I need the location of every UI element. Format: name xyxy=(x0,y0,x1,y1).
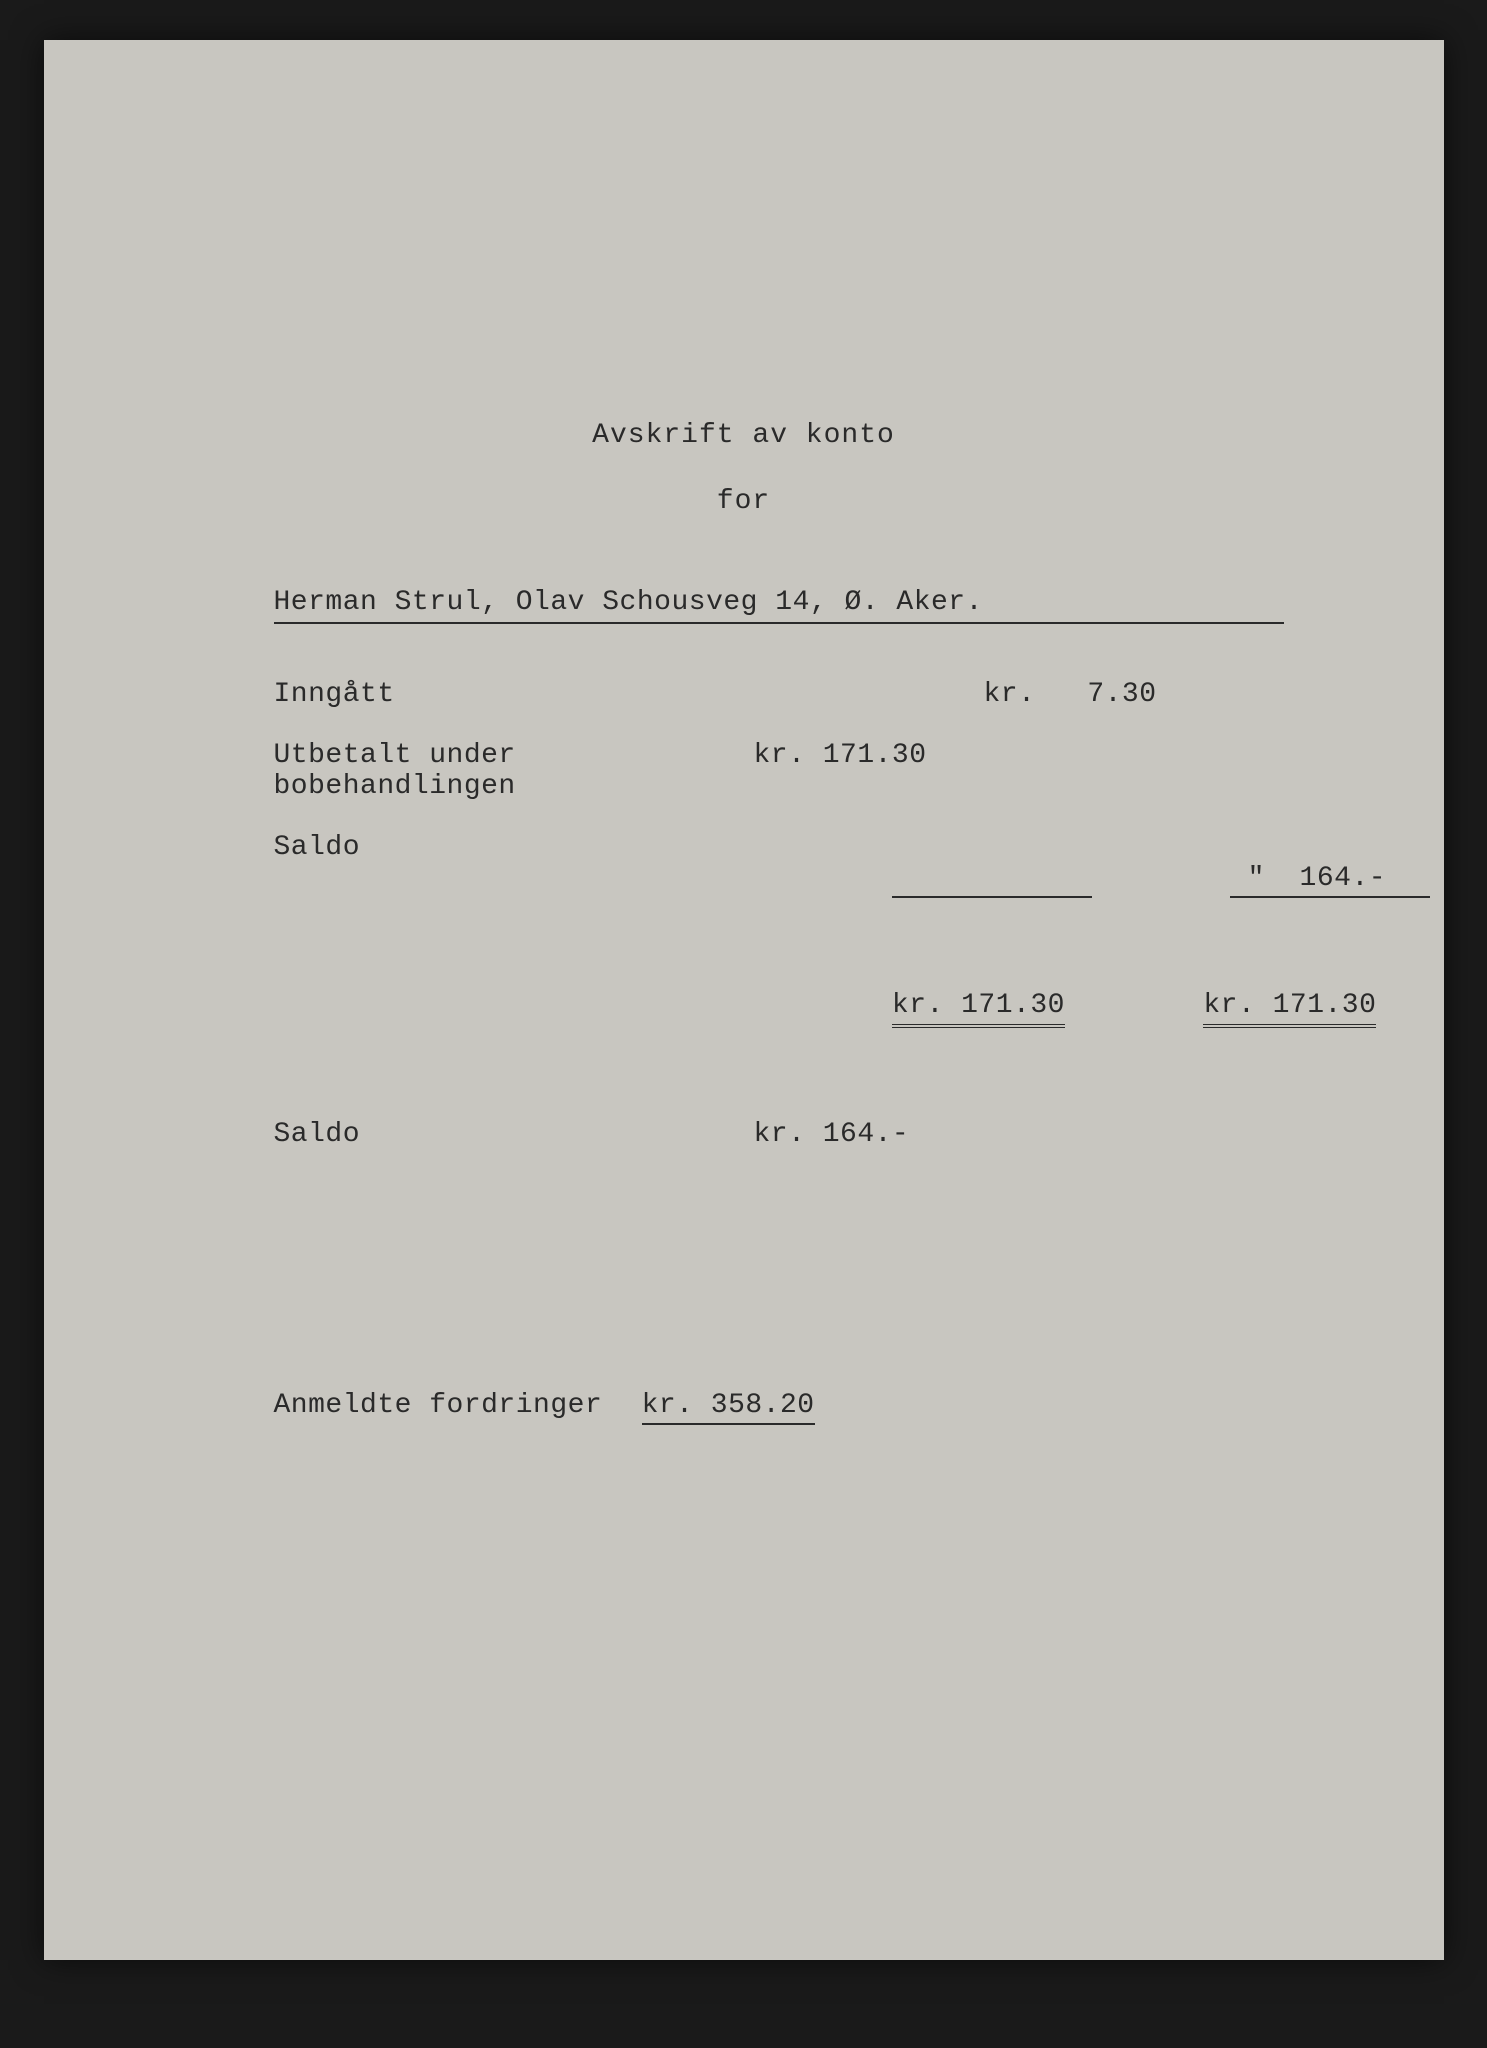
label-inngatt: Inngått xyxy=(274,679,754,710)
label-saldo-2: Saldo xyxy=(274,1119,754,1150)
account-holder-line: Herman Strul, Olav Schousveg 14, Ø. Aker… xyxy=(274,587,1284,624)
label-utbetalt: Utbetalt under bobehandlingen xyxy=(274,740,754,802)
col1-saldo-2: kr. 164.- xyxy=(754,1119,984,1150)
row-utbetalt: Utbetalt under bobehandlingen kr. 171.30 xyxy=(274,740,1284,802)
col2-saldo-1: " 164.- xyxy=(1092,832,1430,929)
row-saldo-1: Saldo " 164.- xyxy=(274,832,1284,929)
underline-col1 xyxy=(892,863,1092,898)
gap-1 xyxy=(274,1069,1284,1119)
col1-totals: kr. 171.30 xyxy=(754,959,1065,1059)
total-col2: kr. 171.30 xyxy=(1203,990,1376,1028)
row-saldo-2: Saldo kr. 164.- xyxy=(274,1119,1284,1150)
title-line-2: for xyxy=(204,486,1284,517)
col1-utbetalt: kr. 171.30 xyxy=(754,740,984,771)
col2-totals: kr. 171.30 xyxy=(1065,959,1376,1059)
label-totals xyxy=(274,959,754,1059)
row-fordringer: Anmeldte fordringer kr. 358.20 xyxy=(274,1390,1284,1425)
title-block: Avskrift av konto for xyxy=(204,420,1284,517)
title-line-1: Avskrift av konto xyxy=(204,420,1284,451)
saldo1-amount: " 164.- xyxy=(1230,863,1430,898)
document-page: Avskrift av konto for Herman Strul, Olav… xyxy=(44,40,1444,1960)
label-fordringer: Anmeldte fordringer xyxy=(274,1390,603,1421)
row-totals: kr. 171.30 kr. 171.30 xyxy=(274,959,1284,1059)
total-col1: kr. 171.30 xyxy=(892,990,1065,1028)
col1-saldo-1 xyxy=(754,832,1092,929)
col2-inngatt: kr. 7.30 xyxy=(984,679,1214,710)
row-inngatt: Inngått kr. 7.30 xyxy=(274,679,1284,710)
label-saldo-1: Saldo xyxy=(274,832,754,863)
amount-fordringer: kr. 358.20 xyxy=(642,1390,815,1425)
ledger-block: Inngått kr. 7.30 Utbetalt under bobehand… xyxy=(274,679,1284,1150)
gap-2 xyxy=(274,1180,1284,1390)
